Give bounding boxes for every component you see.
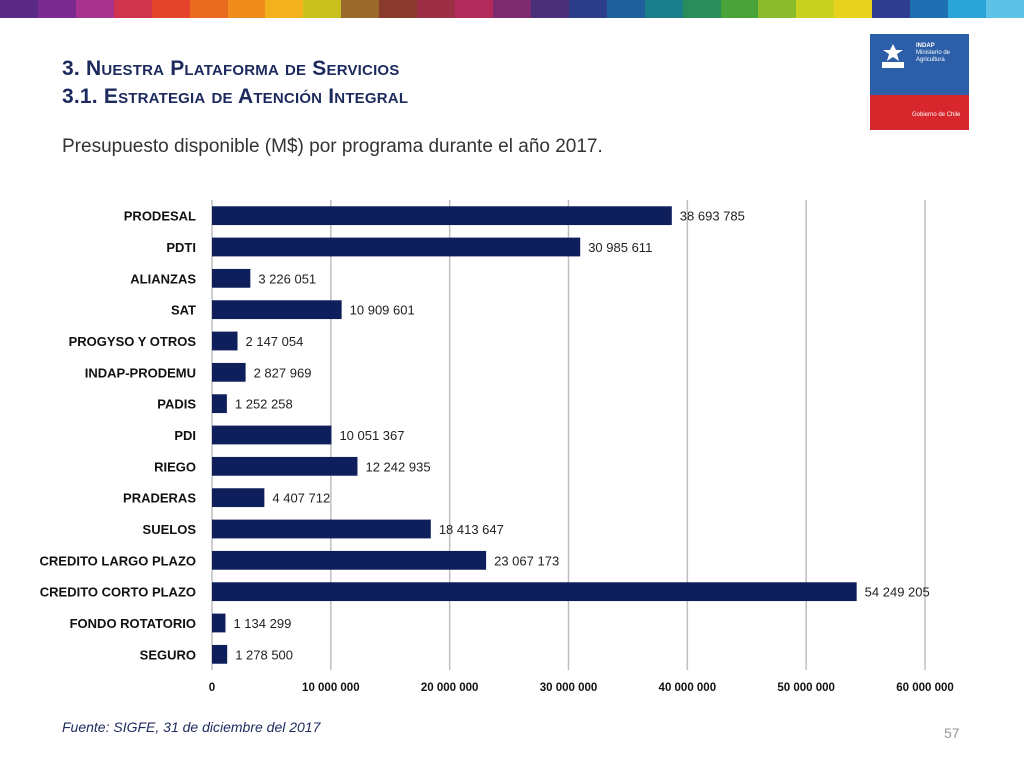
x-tick-label: 40 000 000 — [659, 682, 717, 694]
data-label: 3 226 051 — [258, 271, 316, 286]
data-label: 10 051 367 — [339, 428, 404, 443]
stripe-segment — [379, 0, 418, 18]
bar — [212, 394, 227, 414]
x-tick-label: 60 000 000 — [896, 682, 954, 694]
logo-text: INDAP Ministerio de Agricultura — [916, 43, 950, 64]
category-label: ALIANZAS — [130, 271, 196, 286]
logo-org: INDAP — [916, 43, 935, 49]
stripe-segment — [834, 0, 873, 18]
category-label: SUELOS — [143, 522, 197, 537]
chart-title: Presupuesto disponible (M$) por programa… — [62, 136, 603, 157]
stripe-segment — [0, 0, 38, 18]
x-tick-label: 30 000 000 — [540, 682, 598, 694]
stripe-segment — [948, 0, 986, 18]
category-label: RIEGO — [154, 459, 196, 474]
stripe-segment — [796, 0, 835, 18]
stripe-segment — [985, 0, 1024, 18]
data-label: 30 985 611 — [588, 240, 652, 255]
data-label: 18 413 647 — [439, 522, 504, 537]
category-label: INDAP-PRODEMU — [85, 365, 196, 380]
stripe-segment — [227, 0, 266, 18]
budget-bar-chart: 0 10 000 000 20 000 000 30 000 000 40 000 00… — [40, 200, 954, 694]
logo-blue-band: INDAP Ministerio de Agricultura — [870, 34, 969, 96]
data-label: 4 407 712 — [272, 491, 330, 506]
title-line-1: 3. Nuestra Plataforma de Servicios — [62, 57, 400, 80]
category-label: PDTI — [166, 240, 196, 255]
stripe-segment — [872, 0, 911, 18]
bar — [212, 613, 226, 633]
bar — [212, 425, 332, 445]
stripe-segment — [606, 0, 645, 18]
stripe-segment — [37, 0, 76, 18]
x-tick-label: 0 — [209, 682, 215, 694]
stripe-segment — [113, 0, 152, 18]
data-label: 23 067 173 — [494, 553, 559, 568]
stripe-segment — [568, 0, 607, 18]
bar — [212, 550, 487, 570]
stripe-segment — [303, 0, 342, 18]
stripe-segment — [910, 0, 949, 18]
stripe-segment — [758, 0, 797, 18]
x-tick-label: 20 000 000 — [421, 682, 479, 694]
logo-subtitle-2: Agricultura — [916, 57, 945, 63]
bar — [212, 206, 672, 226]
data-label: 38 693 785 — [680, 209, 745, 224]
data-label: 2 147 054 — [246, 334, 304, 349]
bar — [212, 300, 342, 320]
logo-red-band: Gobierno de Chile — [870, 95, 969, 130]
data-label: 1 252 258 — [235, 397, 293, 412]
coat-of-arms-icon — [882, 44, 904, 68]
category-label: SAT — [171, 303, 196, 318]
bar — [212, 362, 246, 382]
logo-subtitle-1: Ministerio de — [916, 50, 951, 56]
data-label: 1 134 299 — [233, 616, 291, 631]
slide-title: 3. Nuestra Plataforma de Servicios 3.1. … — [62, 55, 408, 111]
category-label: PADIS — [157, 397, 196, 412]
category-label: PDI — [174, 428, 196, 443]
stripe-segment — [530, 0, 569, 18]
stripe-segment — [720, 0, 759, 18]
stripe-segment — [189, 0, 228, 18]
x-tick-label: 50 000 000 — [777, 682, 835, 694]
stripe-segment — [75, 0, 114, 18]
page-number: 57 — [944, 725, 960, 741]
category-label: FONDO ROTATORIO — [70, 616, 196, 631]
indap-logo: INDAP Ministerio de Agricultura Gobierno… — [870, 34, 969, 130]
bar — [212, 488, 265, 508]
logo-gobierno: Gobierno de Chile — [912, 112, 961, 119]
stripe-segment — [644, 0, 683, 18]
bar — [212, 644, 228, 664]
stripe-segment — [492, 0, 531, 18]
category-label: CREDITO CORTO PLAZO — [40, 585, 196, 600]
data-label: 12 242 935 — [365, 459, 430, 474]
category-label: SEGURO — [140, 647, 196, 662]
category-label: CREDITO LARGO PLAZO — [40, 553, 196, 568]
bar — [212, 237, 581, 257]
bar — [212, 456, 358, 476]
stripe-segment — [265, 0, 304, 18]
bar — [212, 331, 238, 351]
stripe-segment — [417, 0, 456, 18]
stripe-segment — [455, 0, 493, 18]
x-tick-label: 10 000 000 — [302, 682, 360, 694]
data-label: 1 278 500 — [235, 647, 293, 662]
top-color-stripe — [0, 0, 1024, 18]
category-label: PROGYSO Y OTROS — [69, 334, 197, 349]
bar — [212, 582, 857, 602]
title-line-2: 3.1. Estrategia de Atención Integral — [62, 85, 409, 108]
bar — [212, 519, 431, 539]
bar — [212, 268, 251, 288]
category-label: PRODESAL — [124, 209, 196, 224]
stripe-segment — [682, 0, 721, 18]
data-label: 2 827 969 — [254, 365, 312, 380]
source-note: Fuente: SIGFE, 31 de diciembre del 2017 — [62, 719, 321, 735]
data-label: 54 249 205 — [865, 585, 930, 600]
stripe-segment — [151, 0, 190, 18]
data-label: 10 909 601 — [350, 303, 415, 318]
stripe-segment — [341, 0, 380, 18]
category-label: PRADERAS — [123, 491, 196, 506]
